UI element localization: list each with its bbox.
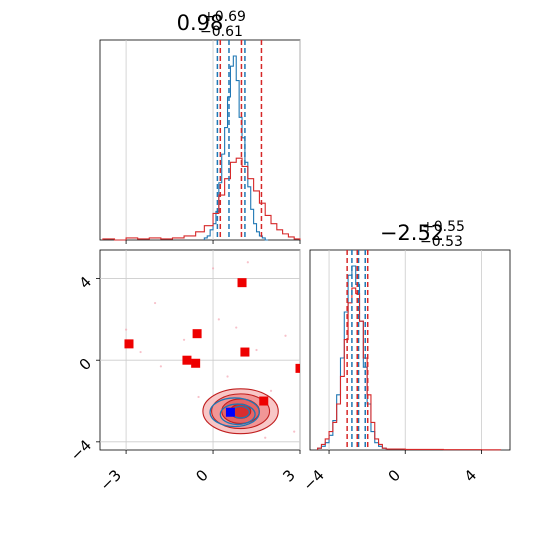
outlier-square bbox=[259, 396, 269, 406]
y-tick-label: −4 bbox=[67, 436, 95, 464]
blue-contour-level-1 bbox=[219, 403, 256, 426]
x-tick-label: −4 bbox=[300, 466, 328, 494]
hist-title-median: 0.98 bbox=[177, 11, 224, 35]
outlier-square bbox=[237, 278, 247, 288]
hist-title-param-2: −2.52 bbox=[380, 221, 444, 245]
light-scatter-point bbox=[182, 338, 186, 341]
hist-title-lower: −0.61 bbox=[200, 24, 243, 40]
light-scatter-point bbox=[284, 334, 287, 337]
hist-title-upper: +0.69 bbox=[203, 9, 246, 25]
truth-marker bbox=[225, 407, 235, 417]
x-tick-label: 0 bbox=[192, 466, 211, 485]
outlier-square bbox=[124, 339, 134, 349]
light-scatter-point bbox=[293, 430, 296, 433]
light-scatter-point bbox=[124, 328, 128, 331]
light-scatter-point bbox=[153, 301, 157, 305]
light-scatter-point bbox=[255, 348, 258, 352]
hist-series-1 bbox=[317, 287, 502, 451]
light-scatter-point bbox=[246, 261, 249, 264]
hist-title-param-1: 0.98 bbox=[177, 11, 224, 35]
light-scatter-point bbox=[235, 326, 238, 329]
outlier-square bbox=[191, 358, 201, 368]
hist-title-upper: +0.55 bbox=[422, 219, 465, 235]
outlier-square bbox=[295, 363, 300, 373]
x-tick-label: 3 bbox=[279, 466, 298, 485]
light-scatter-point bbox=[159, 365, 162, 368]
hist-title-lower: −0.53 bbox=[420, 234, 463, 250]
light-scatter-point bbox=[197, 395, 200, 399]
outlier-square bbox=[240, 347, 250, 357]
light-scatter-point bbox=[269, 389, 273, 392]
hist-series-0 bbox=[203, 55, 269, 241]
hist-panel-param-1: 0.98 +0.69 −0.61 bbox=[99, 9, 301, 241]
y-tick-label: 0 bbox=[76, 355, 95, 374]
outlier-square bbox=[182, 355, 192, 365]
hist-panel-param-2: −2.52 +0.55 −0.53 bbox=[309, 219, 511, 451]
hist-series-1 bbox=[102, 157, 301, 241]
light-scatter-point bbox=[211, 267, 215, 270]
hist-panel-frame bbox=[99, 39, 301, 241]
light-scatter-point bbox=[264, 436, 267, 439]
blue-contour-level-0 bbox=[209, 397, 260, 428]
outlier-square bbox=[192, 329, 202, 339]
x-tick-label: 0 bbox=[385, 466, 404, 485]
y-tick-label: 4 bbox=[76, 273, 95, 292]
light-scatter-point bbox=[226, 375, 229, 378]
hist-panel-frame bbox=[309, 249, 511, 451]
hist-title-median: −2.52 bbox=[380, 221, 444, 245]
x-tick-label: −3 bbox=[97, 466, 125, 494]
light-scatter-point bbox=[217, 318, 220, 321]
x-tick-label: 4 bbox=[461, 466, 480, 485]
light-scatter-point bbox=[139, 350, 142, 354]
contour-panel bbox=[99, 249, 301, 451]
